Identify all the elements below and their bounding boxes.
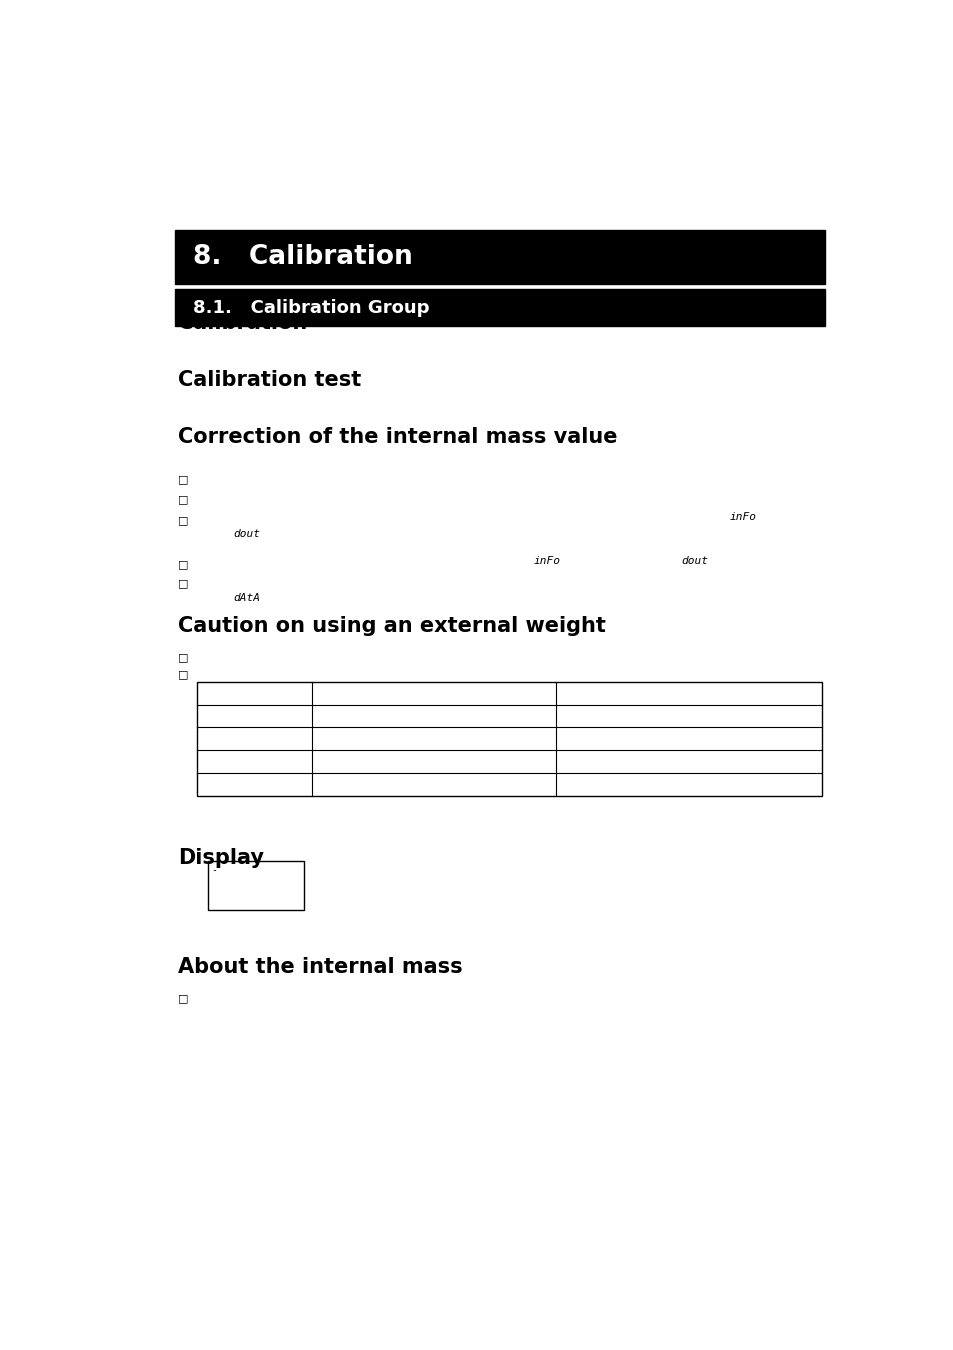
Text: □: □ — [178, 494, 189, 505]
Text: Correction of the internal mass value: Correction of the internal mass value — [178, 427, 618, 447]
Text: -: - — [211, 865, 216, 875]
Text: □: □ — [178, 559, 189, 570]
Text: □: □ — [178, 516, 189, 525]
Text: Caution on using an external weight: Caution on using an external weight — [178, 616, 606, 636]
Text: 8.1.   Calibration Group: 8.1. Calibration Group — [193, 298, 429, 316]
Text: Calibration test: Calibration test — [178, 370, 361, 390]
Text: dAtA: dAtA — [233, 594, 260, 603]
Text: inFo: inFo — [728, 512, 756, 522]
Text: □: □ — [178, 578, 189, 587]
Text: Display: Display — [178, 848, 264, 868]
Text: dout: dout — [680, 556, 707, 566]
Text: □: □ — [178, 670, 189, 679]
Text: inFo: inFo — [533, 556, 559, 566]
Bar — [174, 289, 824, 327]
Text: □: □ — [178, 994, 189, 1003]
Text: □: □ — [178, 474, 189, 483]
Text: dout: dout — [233, 529, 260, 539]
Bar — [208, 860, 304, 910]
Bar — [196, 682, 821, 796]
Text: 8.   Calibration: 8. Calibration — [193, 243, 413, 270]
Bar — [174, 230, 824, 284]
Text: About the internal mass: About the internal mass — [178, 957, 462, 977]
Text: Calibration: Calibration — [178, 313, 307, 332]
Text: □: □ — [178, 652, 189, 663]
